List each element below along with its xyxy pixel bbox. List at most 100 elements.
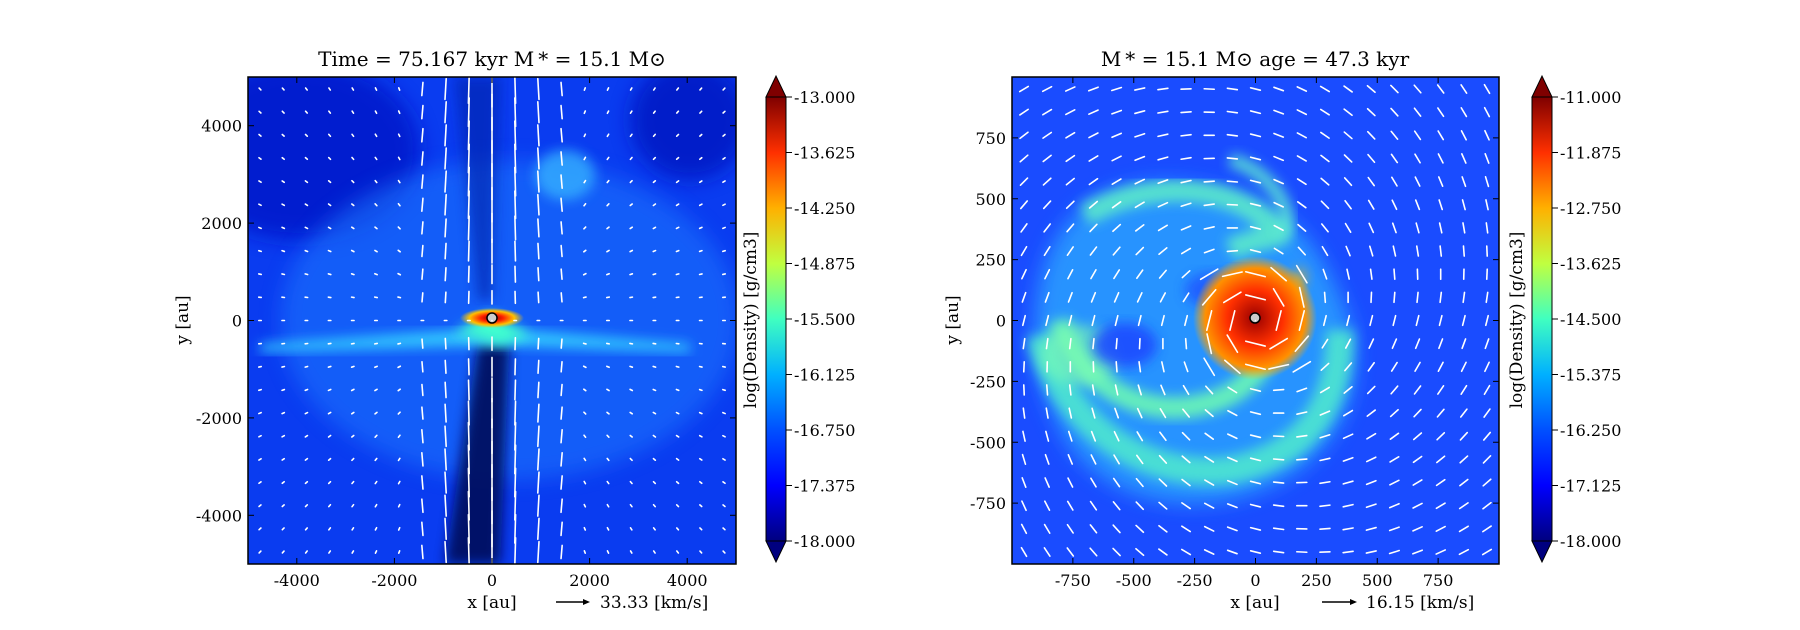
right-velocity-arrow: [1090, 269, 1097, 280]
right-velocity-arrow: [1272, 527, 1285, 531]
left-velocity-arrow: [258, 156, 262, 160]
right-velocity-arrow: [1249, 526, 1262, 531]
right-velocity-arrow: [1204, 479, 1215, 486]
left-velocity-arrow: [537, 242, 540, 260]
right-velocity-arrow: [1342, 480, 1354, 485]
left-velocity-arrow: [606, 550, 610, 554]
right-velocity-arrow: [1111, 132, 1123, 139]
right-velocity-arrow: [1158, 524, 1168, 533]
right-colorbar-label: log(Density) [g/cm3]: [1507, 232, 1527, 409]
right-velocity-arrow: [1021, 500, 1027, 512]
left-velocity-arrow: [258, 133, 262, 137]
left-y-tick-label: 4000: [201, 117, 242, 136]
right-panel: M * = 15.1 M⊙ age = 47.3 kyr -750 -500 -25…: [943, 47, 1621, 613]
left-velocity-arrow: [327, 365, 332, 368]
right-velocity-arrow: [1204, 409, 1214, 418]
left-velocity-arrow: [514, 240, 517, 262]
right-velocity-arrow: [1244, 294, 1267, 301]
left-velocity-arrow: [327, 480, 332, 485]
left-velocity-arrow: [374, 503, 378, 508]
left-velocity-arrow: [258, 550, 262, 554]
left-colorbar-tick-label: -18.000: [794, 532, 855, 551]
right-velocity-arrow: [1157, 133, 1169, 138]
left-velocity-arrow: [676, 87, 680, 91]
left-velocity-arrow: [675, 180, 680, 184]
right-velocity-arrow: [1206, 333, 1213, 355]
left-velocity-arrow: [467, 537, 470, 564]
right-velocity-arrow: [1297, 246, 1306, 256]
right-velocity-arrow: [1459, 431, 1469, 441]
left-colorbar: -13.000 -13.625 -14.250 -14.875 -15.500 -16.1…: [741, 74, 855, 564]
right-velocity-arrow: [1226, 479, 1238, 486]
right-velocity-arrow: [1275, 309, 1282, 332]
left-velocity-arrow: [421, 338, 424, 349]
left-velocity-arrow: [698, 180, 703, 184]
right-velocity-arrow: [1181, 455, 1191, 464]
right-velocity-arrow: [1158, 501, 1168, 510]
right-y-tick-label: -750: [970, 494, 1006, 513]
left-colorbar-top-arrow: [765, 74, 787, 98]
left-velocity-arrow: [560, 521, 563, 537]
left-velocity-arrow: [537, 124, 540, 147]
left-velocity-arrow: [304, 388, 309, 392]
right-velocity-arrow: [1201, 288, 1217, 306]
left-velocity-arrow: [258, 388, 262, 392]
left-velocity-arrow: [583, 202, 587, 207]
right-velocity-arrow: [1484, 176, 1490, 188]
right-central-star-marker: [1249, 312, 1261, 324]
left-velocity-arrow: [327, 179, 332, 184]
right-velocity-arrow: [1180, 110, 1192, 114]
left-velocity-arrow: [722, 527, 726, 531]
right-velocity-arrow: [1367, 176, 1376, 187]
right-velocity-arrow: [1296, 132, 1308, 139]
right-velocity-arrow: [1390, 130, 1399, 140]
left-velocity-arrow: [560, 475, 563, 490]
right-velocity-arrow: [1296, 109, 1308, 116]
right-velocity-arrow: [1067, 477, 1074, 488]
left-velocity-arrow: [629, 411, 634, 415]
right-velocity-arrow: [1298, 286, 1305, 308]
right-velocity-arrow: [1366, 84, 1376, 94]
left-velocity-arrow: [444, 170, 447, 193]
left-velocity-arrow: [699, 550, 703, 554]
right-velocity-arrow: [1088, 132, 1099, 139]
left-velocity-arrow: [397, 411, 401, 415]
right-velocity-arrow: [1112, 524, 1121, 534]
right-velocity-arrow: [1113, 430, 1120, 442]
right-velocity-arrow: [1414, 153, 1421, 164]
left-velocity-arrow: [374, 411, 378, 415]
left-velocity-arrow: [537, 147, 540, 170]
left-velocity-arrow: [350, 388, 355, 392]
right-velocity-arrow: [1272, 504, 1285, 508]
left-velocity-key: 33.33 [km/s]: [556, 593, 708, 613]
right-velocity-arrow: [1158, 454, 1168, 464]
right-velocity-arrow: [1482, 431, 1492, 441]
left-velocity-arrow: [514, 400, 517, 426]
left-velocity-arrow: [629, 133, 633, 138]
left-velocity-arrow: [258, 203, 262, 207]
left-velocity-arrow: [467, 215, 470, 241]
right-velocity-arrow: [1226, 110, 1239, 114]
left-velocity-arrow: [304, 434, 309, 438]
left-velocity-arrow: [397, 179, 401, 184]
right-velocity-arrow: [1437, 153, 1444, 164]
right-velocity-arrow: [1158, 478, 1168, 487]
right-velocity-arrow: [1088, 200, 1099, 209]
left-velocity-arrow: [444, 193, 447, 216]
left-velocity-arrow: [281, 180, 286, 184]
right-velocity-arrow: [1344, 362, 1353, 372]
right-velocity-arrow: [1320, 223, 1329, 233]
left-velocity-arrow: [258, 504, 262, 508]
right-velocity-arrow: [1438, 314, 1443, 327]
left-velocity-arrow: [281, 480, 285, 485]
right-velocity-arrow: [1136, 407, 1143, 419]
left-velocity-arrow: [652, 411, 657, 415]
right-velocity-arrow: [1435, 478, 1446, 487]
right-velocity-arrow: [1296, 458, 1308, 461]
left-velocity-arrow: [397, 342, 402, 345]
left-velocity-arrow: [281, 527, 285, 531]
left-velocity-arrow: [421, 361, 424, 373]
left-velocity-arrow: [537, 403, 540, 423]
left-velocity-arrow: [444, 147, 447, 170]
